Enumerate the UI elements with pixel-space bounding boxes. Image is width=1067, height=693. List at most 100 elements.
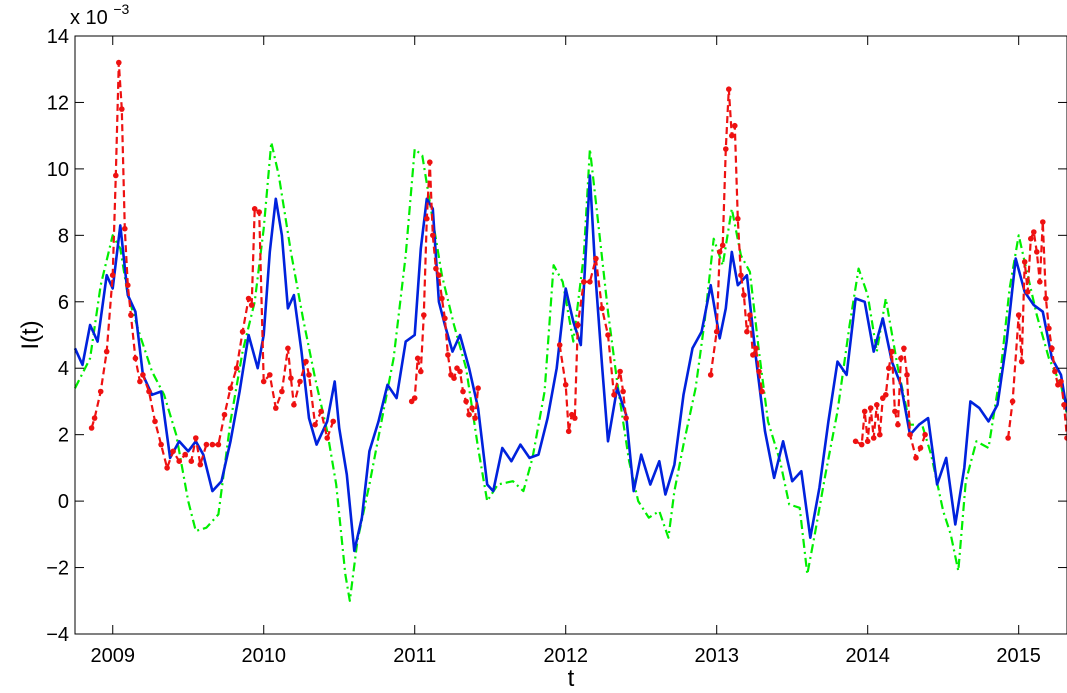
data-point [260,378,267,385]
data-point [209,441,216,448]
data-point [1009,398,1016,405]
data-point [1052,368,1058,375]
data-point [587,279,593,285]
data-point [617,368,623,375]
data-point [726,86,732,92]
x-tick-label: 2010 [241,645,286,667]
x-tick-label: 2012 [543,645,588,667]
data-point [297,378,303,385]
y-tick-label: −4 [46,624,69,646]
data-point [1049,345,1055,352]
data-point [867,405,874,411]
data-point [753,345,759,352]
data-point [917,445,924,451]
data-point [747,312,753,318]
data-point [88,425,95,431]
data-point [122,225,128,232]
y-tick-label: 14 [47,26,69,48]
data-point [475,385,481,392]
data-point [611,392,617,398]
y-axis-label: I(t) [17,320,44,349]
data-point [457,368,463,375]
data-point [116,59,122,66]
data-point [1058,378,1064,385]
series-3-segment-3 [558,257,628,433]
data-point [97,388,104,395]
data-point [273,405,279,411]
data-point [466,411,472,418]
data-point [233,365,240,372]
data-point [221,411,228,418]
data-point [146,388,152,395]
data-point [895,421,901,428]
data-point [215,441,222,448]
data-point [1046,325,1052,332]
data-point [256,209,263,215]
data-point [599,305,605,312]
data-point [1015,312,1022,318]
data-point [472,415,478,421]
data-point [870,435,877,441]
data-point [593,255,599,262]
data-point [750,352,756,358]
data-point [291,402,297,408]
data-point [1034,249,1040,255]
data-point [91,415,98,421]
data-point [239,328,246,335]
data-point [1061,402,1067,408]
data-point [605,332,611,338]
x-tick-label: 2009 [90,645,135,667]
x-tick-label: 2013 [694,645,739,667]
data-point [1040,219,1046,225]
data-point [858,441,865,448]
data-point [877,431,883,438]
data-point [572,415,578,421]
data-point [729,132,735,139]
series-layer [73,59,1067,602]
data-point [723,146,729,152]
data-point [713,328,720,335]
data-point [128,312,134,318]
plot-area [75,36,1067,634]
data-point [318,408,324,415]
data-point [565,428,572,435]
data-point [460,388,466,395]
data-point [738,272,744,279]
data-point [1021,259,1028,265]
data-point [424,215,430,222]
data-point [227,385,234,392]
data-point [267,372,273,378]
data-point [248,302,255,308]
data-point [575,322,581,328]
data-point [418,368,424,375]
data-point [158,441,164,448]
y-tick-label: 8 [58,225,69,247]
data-point [1005,435,1011,441]
axes-box [74,35,1067,635]
data-point [245,295,252,302]
data-point [907,431,913,438]
data-point [901,345,907,352]
data-point [913,455,919,461]
data-point [864,438,871,445]
data-point [119,106,125,112]
data-point [152,418,158,425]
data-point [164,465,170,471]
data-point [279,388,285,395]
data-point [103,348,110,355]
data-point [203,441,210,448]
data-point [125,282,131,289]
data-point [556,342,563,348]
x-tick-label: 2011 [393,645,436,667]
data-point [1043,295,1049,302]
data-point [1028,235,1034,242]
data-point [411,395,418,401]
data-point [170,448,176,455]
data-point [430,232,436,239]
data-point [303,358,309,365]
data-point [433,265,439,272]
data-point [188,458,195,465]
data-point [852,438,859,445]
data-point [1037,279,1043,285]
